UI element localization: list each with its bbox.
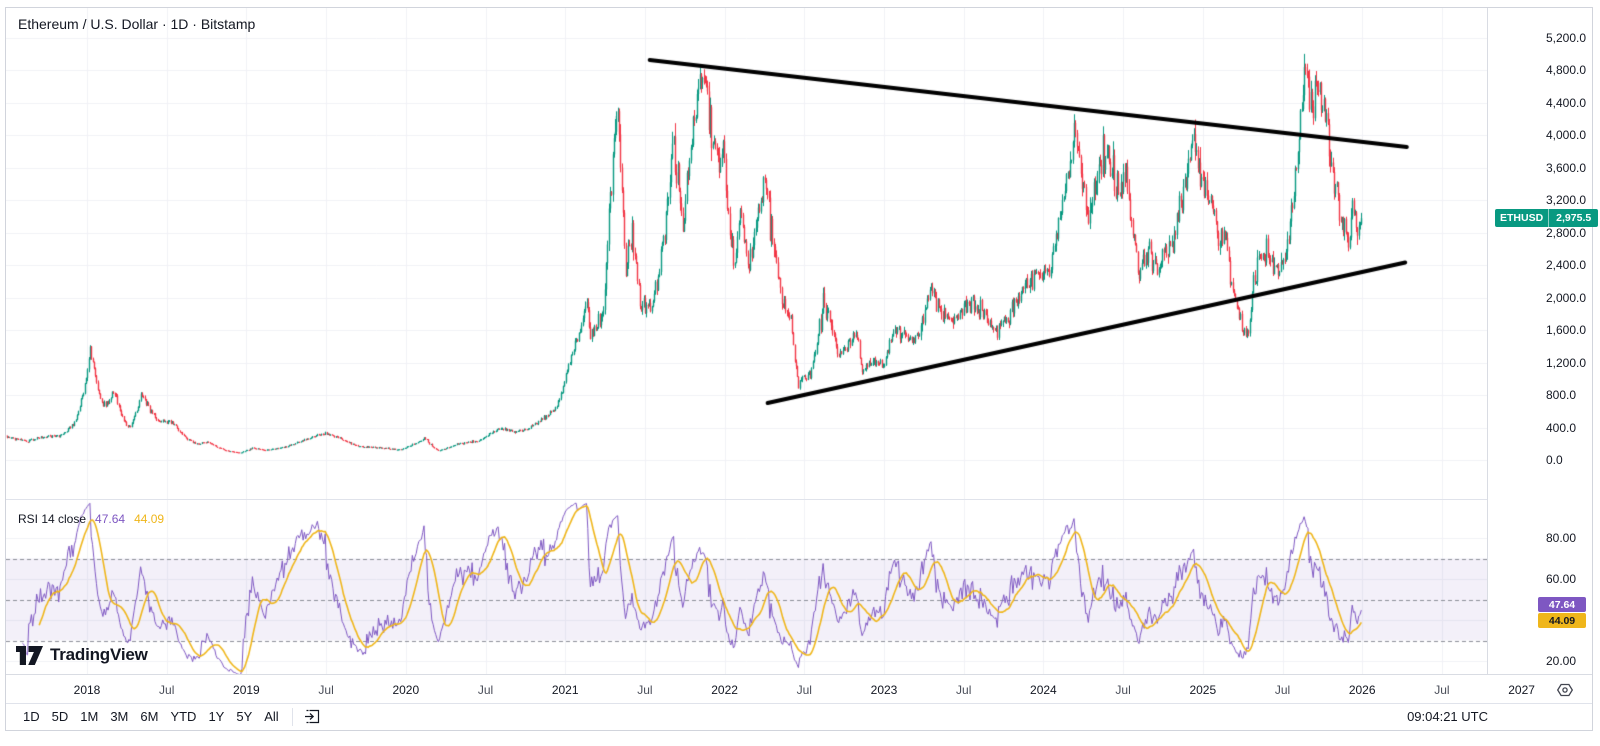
price-tick: 4,000.0 (1546, 128, 1587, 142)
time-tick: Jul (1434, 683, 1450, 697)
price-badge-symbol: ETHUSD (1500, 212, 1544, 224)
pane-separator (6, 499, 1592, 500)
rsi-tick: 80.00 (1546, 531, 1577, 545)
time-tick: 2027 (1508, 683, 1535, 697)
price-tick: 2,800.0 (1546, 225, 1587, 240)
rsi-legend: RSI 14 close 47.64 44.09 (18, 512, 173, 526)
toolbar: 1D 5D 1M 3M 6M YTD 1Y 5Y All 09:04:21 UTC (6, 703, 1592, 729)
price-tick: 2,000.0 (1546, 290, 1587, 305)
rsi-tick: 20.00 (1546, 654, 1577, 668)
rsi-legend-ma-value: 44.09 (134, 512, 165, 526)
time-tick: 2023 (870, 683, 898, 697)
go-to-date-icon (304, 709, 319, 724)
settings-button[interactable] (1554, 680, 1576, 702)
time-tick: 2019 (233, 683, 260, 697)
range-button-5d[interactable]: 5D (47, 707, 74, 726)
price-tick: 1,200.0 (1546, 355, 1587, 370)
rsi-ma-badge: 44.09 (1538, 613, 1586, 628)
price-tick: 3,200.0 (1546, 193, 1587, 207)
range-buttons: 1D 5D 1M 3M 6M YTD 1Y 5Y All (18, 707, 286, 726)
range-button-1y[interactable]: 1Y (203, 707, 229, 726)
price-badge: ETHUSD 2,975.5 (1495, 209, 1599, 227)
tradingview-logo-text: TradingView (50, 645, 148, 664)
price-tick: 4,400.0 (1546, 95, 1587, 110)
range-button-5y[interactable]: 5Y (231, 707, 257, 726)
price-tick: 2,400.0 (1546, 258, 1587, 272)
time-tick: Jul (796, 683, 812, 697)
toolbar-separator (291, 707, 293, 726)
price-tick: 1,600.0 (1546, 323, 1587, 337)
price-tick: 4,800.0 (1546, 63, 1587, 77)
rsi-value-badge: 47.64 (1538, 597, 1586, 612)
time-tick: 2022 (711, 683, 738, 697)
price-tick: 400.0 (1546, 420, 1577, 435)
price-tick: 3,600.0 (1546, 160, 1587, 175)
range-button-ytd[interactable]: YTD (165, 707, 201, 726)
time-tick: Jul (477, 683, 494, 697)
time-tick: Jul (637, 683, 653, 697)
time-tick: Jul (1274, 683, 1291, 697)
chart-widget: Ethereum / U.S. Dollar · 1D · Bitstamp R… (5, 7, 1599, 731)
price-tick: 800.0 (1546, 388, 1577, 402)
settings-icon (1556, 683, 1574, 696)
rsi-legend-value: 47.64 (95, 512, 126, 526)
price-badge-divider (1548, 209, 1550, 227)
range-button-1d[interactable]: 1D (18, 707, 45, 726)
time-tick: Jul (159, 683, 175, 697)
rsi-tick: 60.00 (1546, 572, 1577, 586)
time-tick: 2020 (392, 683, 420, 697)
time-tick: 2026 (1348, 683, 1376, 697)
range-button-all[interactable]: All (259, 707, 283, 726)
go-to-date-button[interactable] (301, 706, 324, 727)
range-button-3m[interactable]: 3M (105, 707, 133, 726)
symbol-title[interactable]: Ethereum / U.S. Dollar · 1D · Bitstamp (18, 16, 256, 32)
tradingview-logo-icon (16, 645, 43, 665)
time-tick: 2018 (73, 683, 101, 697)
time-tick: 2021 (551, 683, 579, 697)
time-axis[interactable]: 2018 Jul 2019 Jul 2020 Jul 2021 Jul 2022 Jul 2023 J… (6, 674, 1592, 704)
price-badge-value: 2,975.5 (1556, 212, 1592, 224)
price-tick: 5,200.0 (1546, 30, 1587, 45)
price-tick: 0.0 (1546, 453, 1563, 467)
time-tick: 2024 (1030, 683, 1057, 697)
time-tick: Jul (318, 683, 334, 697)
range-button-6m[interactable]: 6M (135, 707, 163, 726)
tradingview-logo[interactable]: TradingView (16, 645, 148, 665)
rsi-legend-title: RSI 14 close (18, 512, 87, 526)
utc-time-button[interactable]: 09:04:21 UTC (1407, 709, 1488, 724)
price-axis[interactable]: 5,200.0 4,800.0 4,400.0 4,000.0 3,600.0 3,200… (1487, 8, 1592, 674)
chart-canvas[interactable] (6, 8, 1487, 674)
time-tick: Jul (956, 683, 972, 697)
time-tick: Jul (1115, 683, 1131, 697)
range-button-1m[interactable]: 1M (75, 707, 103, 726)
time-tick: 2025 (1189, 683, 1217, 697)
